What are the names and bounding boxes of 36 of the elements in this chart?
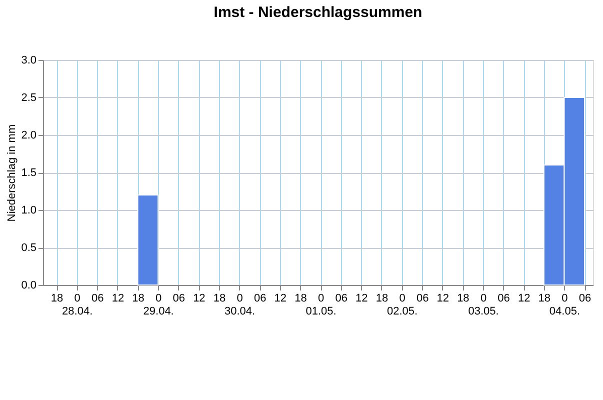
x-tick-label: 06 xyxy=(254,292,266,304)
x-tick-label: 18 xyxy=(213,292,226,304)
x-tick-label: 06 xyxy=(498,292,510,304)
y-tick-label: 0.5 xyxy=(21,242,36,254)
x-tick-label: 0 01.05. xyxy=(306,292,336,318)
y-tick-label: 1.0 xyxy=(21,204,36,216)
x-tick-label: 12 xyxy=(112,292,124,304)
y-tick-label: 0.0 xyxy=(21,280,36,292)
chart-title: Imst - Niederschlagssummen xyxy=(214,4,422,21)
x-tick-label: 18 xyxy=(457,292,470,304)
x-tick-label: 06 xyxy=(92,292,104,304)
x-tick-label: 0 30.04. xyxy=(224,292,256,318)
y-tick-label: 1.5 xyxy=(21,167,36,179)
x-tick-label: 06 xyxy=(172,292,186,304)
x-tick-label: 12 xyxy=(356,292,368,304)
x-tick-label: 18 xyxy=(538,292,551,304)
x-tick-label: 06 xyxy=(335,292,348,304)
x-tick-label: 18 xyxy=(376,292,388,304)
x-tick-label: 0 03.05. xyxy=(468,292,499,318)
x-tick-label: 18 xyxy=(294,292,307,304)
y-axis-title: Niederschlag in mm xyxy=(6,124,18,222)
x-tick-label: 12 xyxy=(436,292,450,304)
x-tick-label: 0 04.05. xyxy=(549,292,580,318)
y-tick-label: 3.0 xyxy=(21,54,36,66)
y-tick-label: 2.0 xyxy=(21,130,36,142)
x-tick-label: 18 xyxy=(132,292,144,304)
x-tick-label: 0 29.04. xyxy=(143,292,174,318)
x-tick-label: 06 xyxy=(578,292,592,304)
x-tick-label: 12 xyxy=(193,292,206,304)
x-tick-label: 0 02.05. xyxy=(386,292,418,318)
x-tick-label: 0 28.04. xyxy=(62,292,93,318)
x-tick-label: 12 xyxy=(274,292,287,304)
x-tick-label: 12 xyxy=(518,292,530,304)
x-tick-label: 06 xyxy=(416,292,429,304)
x-tick-label: 18 xyxy=(50,292,64,304)
y-tick-label: 2.5 xyxy=(21,92,36,104)
